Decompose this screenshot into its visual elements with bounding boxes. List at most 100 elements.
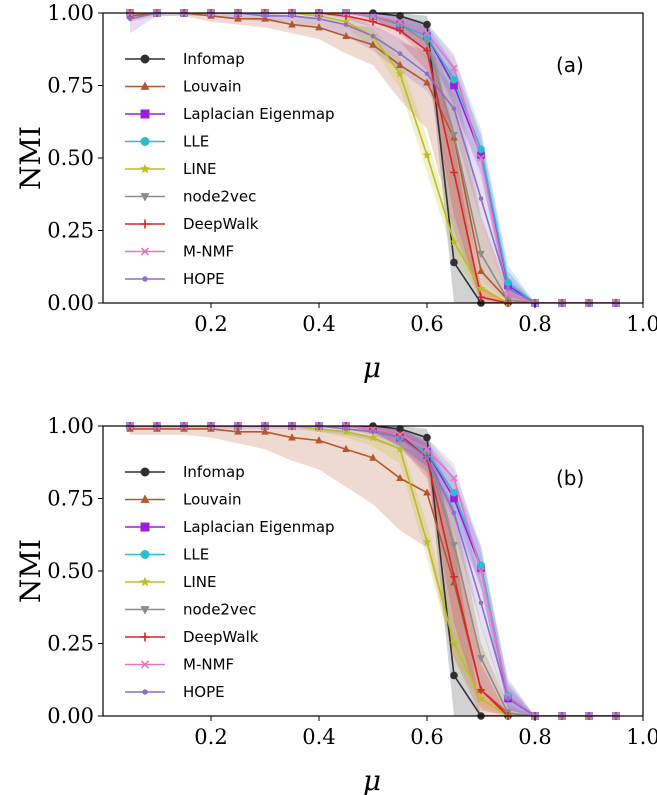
panel-a-point-louvain [234, 14, 242, 22]
panel-b-xlabel: μ [363, 764, 381, 795]
panel-b-legend-item-infomap: Infomap [125, 463, 245, 481]
panel-b-point-hope [424, 455, 430, 461]
panel-a-point-m-nmf [369, 12, 377, 20]
panel-a-legend-item-lle: LLE [125, 133, 209, 151]
panel-a-legend-item-node2vec: node2vec [125, 188, 256, 206]
panel-a-point-hope [505, 286, 511, 291]
panel-b-band-louvain [130, 426, 616, 716]
panel-b-x-ticks: 0.2 0.4 0.6 0.8 1.0 [194, 716, 657, 749]
panel-a-y-tick-label: 0.50 [47, 146, 94, 170]
panel-a-point-hope [262, 13, 268, 19]
panel-a-point-lle [450, 75, 458, 84]
panel-a-x-tick-label: 0.2 [194, 312, 227, 336]
panel-b-point-line [341, 427, 351, 436]
panel-a-point-node2vec [423, 39, 431, 47]
panel-b-legend-label: Laplacian Eigenmap [183, 518, 335, 536]
panel-a-legend-label: LLE [183, 133, 209, 151]
panel-b-legend-label: node2vec [183, 601, 256, 619]
panel-b-legend-label: M-NMF [183, 656, 234, 674]
panel-b-legend-item-m-nmf: M-NMF [125, 656, 234, 674]
panel-a-point-hope [424, 71, 430, 77]
panel-b-point-hope [343, 426, 349, 432]
panel-b-point-line [476, 694, 486, 703]
panel-a-point-deepwalk [369, 17, 377, 26]
panel-b-legend-marker [142, 689, 148, 695]
panel-a-point-m-nmf [423, 29, 431, 37]
panel-a-point-m-nmf [477, 154, 485, 162]
panel-b-point-lle [450, 488, 458, 497]
panel-a-point-line [449, 237, 459, 246]
panel-a-legend-label: node2vec [183, 188, 256, 206]
panel-b-legend-label: DeepWalk [183, 628, 259, 646]
panel-a-point-infomap [450, 258, 458, 267]
panel-a-point-m-nmf [504, 290, 512, 298]
panel-b-point-infomap [396, 425, 404, 433]
panel-a-point-hope [343, 22, 349, 27]
panel-b-point-infomap [423, 433, 431, 442]
panel-b-point-louvain [261, 427, 269, 435]
panel-a-legend-marker [140, 193, 150, 202]
panel-a-legend-marker [140, 137, 150, 146]
panel-b-point-line [368, 433, 378, 442]
panel-a-point-deepwalk [477, 293, 485, 301]
panel-b-band-m-nmf [130, 426, 616, 716]
panel-b-point-louvain [423, 488, 431, 496]
panel-b-bands [130, 426, 616, 716]
panel-a-legend-marker [140, 81, 150, 90]
panel-b-point-infomap [450, 671, 458, 680]
panel-a-point-line [422, 150, 432, 159]
panel-b-y-tick-label: 0.50 [47, 559, 94, 583]
panel-a-legend-marker [142, 276, 148, 282]
panel-a-point-laplacian-eigenmap [450, 81, 458, 90]
panel-b-point-m-nmf [450, 474, 458, 482]
panel-a-legend-item-hope: HOPE [125, 270, 225, 288]
panel-a-label: (a) [556, 53, 584, 77]
panel-b-legend-item-hope: HOPE [125, 683, 225, 701]
panel-a-point-m-nmf [396, 18, 404, 26]
panel-b-point-hope [370, 429, 376, 435]
panel-a-y-tick-label: 0.00 [47, 291, 94, 315]
panel-a-point-hope [478, 196, 484, 201]
panel-a-band-lle [130, 13, 616, 303]
panel-b-point-louvain [234, 427, 242, 435]
panel-b-x-tick-label: 1.0 [626, 725, 657, 749]
panel-b-legend-item-louvain: Louvain [125, 491, 242, 509]
panel-b-x-tick-label: 0.4 [302, 725, 335, 749]
panel-a-y-ticks: 0.00 0.25 0.50 0.75 1.00 [47, 1, 103, 315]
panel-a-point-line [341, 17, 351, 26]
panel-a-x-tick-label: 0.8 [518, 312, 551, 336]
panel-a-point-deepwalk [423, 46, 431, 55]
panel-a-point-line [395, 69, 405, 78]
panel-b-legend-marker [140, 550, 150, 559]
panel-b-point-line [395, 444, 405, 453]
panel-b-point-louvain [288, 433, 296, 441]
panel-a-point-hope [289, 13, 295, 19]
panel-b-x-tick-label: 0.6 [410, 725, 443, 749]
panel-b-band-lle [130, 426, 616, 716]
panel-a-legend-label: LINE [183, 160, 216, 178]
panel-a-point-louvain [342, 31, 350, 40]
panel-b-point-line [422, 537, 432, 546]
panel-a-point-louvain [369, 40, 377, 48]
panel-b-legend-marker [140, 467, 150, 477]
panel-b-point-laplacian-eigenmap [450, 494, 458, 503]
panel-a-legend-item-m-nmf: M-NMF [125, 243, 234, 261]
panel-a-point-node2vec [450, 131, 458, 140]
panel-a-point-deepwalk [396, 26, 404, 35]
panel-b-legend-marker [140, 522, 150, 532]
panel-b: 0.2 0.4 0.6 0.8 1.0 0.00 0.25 0.50 0.75 1.00 Inf… [14, 414, 657, 795]
panel-a-point-hope [127, 16, 133, 22]
panel-a-point-louvain [396, 60, 404, 69]
panel-b-point-hope [451, 510, 457, 516]
panel-a-legend-item-line: LINE [125, 160, 216, 178]
panel-b-point-m-nmf [423, 445, 431, 453]
panel-a-bands [130, 13, 616, 303]
panel-a-legend: Infomap Louvain Laplacian Eigenmap LLE LINE n… [125, 50, 335, 288]
panel-b-y-tick-label: 0.00 [47, 704, 94, 728]
panel-a-point-hope [397, 51, 403, 56]
panel-a-y-tick-label: 0.75 [47, 74, 94, 98]
panel-a-point-lle [477, 145, 485, 154]
panel-b-y-tick-label: 0.75 [47, 487, 94, 511]
panel-a-point-infomap [396, 12, 404, 20]
panel-b-legend-item-line: LINE [125, 573, 216, 591]
